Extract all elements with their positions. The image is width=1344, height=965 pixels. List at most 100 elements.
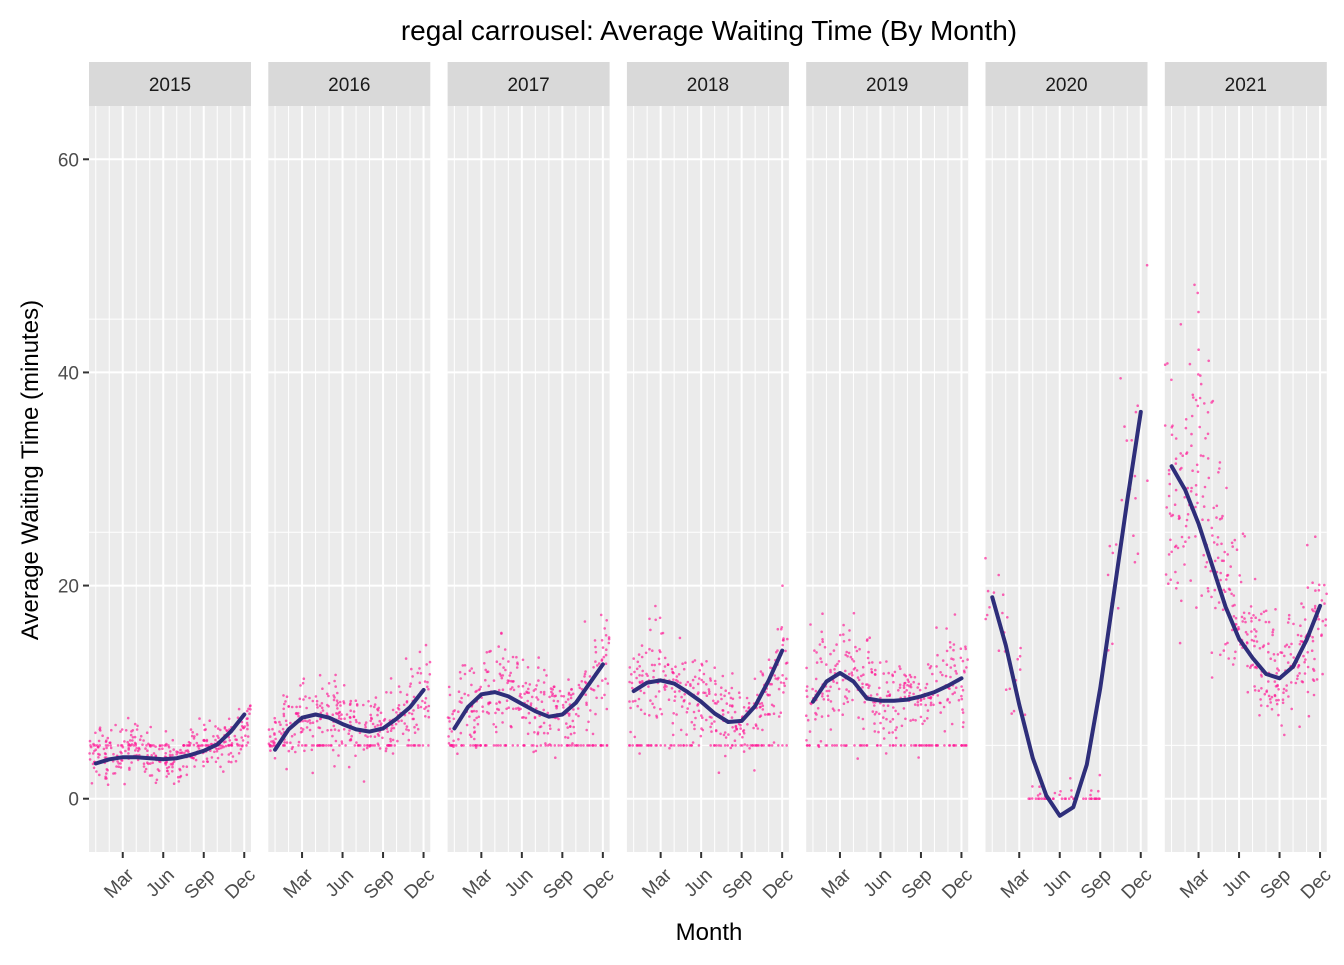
data-point bbox=[1271, 628, 1275, 631]
data-point bbox=[878, 712, 881, 716]
data-point bbox=[364, 723, 367, 727]
data-point bbox=[109, 746, 113, 750]
data-point bbox=[397, 685, 401, 688]
data-point bbox=[355, 703, 359, 706]
data-point bbox=[894, 744, 897, 747]
data-point bbox=[517, 706, 520, 710]
data-point bbox=[128, 739, 132, 742]
data-point bbox=[832, 680, 835, 683]
data-point bbox=[421, 699, 424, 703]
data-point bbox=[427, 687, 430, 691]
data-point bbox=[1262, 610, 1266, 614]
data-point bbox=[516, 662, 519, 666]
data-point bbox=[583, 672, 587, 676]
data-point bbox=[412, 744, 415, 747]
data-point bbox=[1206, 457, 1210, 460]
data-point bbox=[954, 669, 957, 673]
data-point bbox=[1010, 712, 1013, 715]
data-point bbox=[1270, 695, 1274, 699]
data-point bbox=[659, 707, 662, 711]
data-point bbox=[1206, 432, 1210, 436]
data-point bbox=[1252, 639, 1256, 643]
facet-strip bbox=[89, 62, 251, 106]
data-point bbox=[852, 611, 856, 615]
data-point bbox=[521, 658, 525, 662]
data-point bbox=[284, 719, 288, 723]
data-point bbox=[813, 649, 816, 652]
data-point bbox=[560, 744, 563, 747]
data-point bbox=[446, 716, 450, 719]
data-point bbox=[426, 709, 430, 713]
data-point bbox=[856, 757, 859, 760]
data-point bbox=[1210, 595, 1213, 599]
data-point bbox=[733, 729, 736, 733]
data-point bbox=[658, 616, 662, 620]
data-point bbox=[390, 744, 393, 747]
data-point bbox=[654, 695, 658, 698]
data-point bbox=[591, 744, 594, 747]
data-point bbox=[343, 717, 346, 720]
data-point bbox=[1006, 616, 1009, 619]
data-point bbox=[1175, 587, 1178, 590]
data-point bbox=[1184, 524, 1188, 528]
data-point bbox=[1197, 310, 1200, 314]
data-point bbox=[172, 748, 175, 751]
data-point bbox=[1209, 569, 1212, 573]
data-point bbox=[184, 749, 188, 753]
data-point bbox=[500, 676, 504, 680]
data-point bbox=[1233, 538, 1237, 542]
data-point bbox=[528, 683, 532, 686]
data-point bbox=[134, 749, 137, 752]
data-point bbox=[821, 695, 824, 698]
data-point bbox=[814, 711, 817, 715]
data-point bbox=[638, 752, 641, 755]
data-point bbox=[630, 673, 633, 676]
data-point bbox=[908, 673, 912, 677]
data-point bbox=[238, 744, 241, 747]
data-point bbox=[829, 670, 832, 674]
data-point bbox=[561, 703, 565, 707]
data-point bbox=[688, 702, 691, 705]
data-point bbox=[334, 673, 337, 677]
data-point bbox=[908, 684, 911, 688]
data-point bbox=[726, 744, 729, 747]
data-point bbox=[249, 704, 252, 707]
data-point bbox=[246, 741, 250, 744]
data-point bbox=[283, 702, 286, 706]
data-point bbox=[821, 612, 824, 615]
data-point bbox=[585, 728, 588, 732]
data-point bbox=[205, 739, 209, 743]
data-point bbox=[1297, 664, 1301, 667]
data-point bbox=[914, 719, 917, 722]
data-point bbox=[959, 647, 963, 650]
data-point bbox=[340, 713, 343, 716]
data-point bbox=[1052, 797, 1055, 800]
data-point bbox=[842, 640, 846, 643]
data-point bbox=[377, 706, 381, 710]
data-point bbox=[1277, 688, 1280, 691]
data-point bbox=[709, 679, 712, 682]
data-point bbox=[894, 736, 898, 740]
data-point bbox=[673, 699, 676, 702]
data-point bbox=[661, 631, 665, 635]
data-point bbox=[763, 713, 767, 716]
data-point bbox=[371, 722, 375, 726]
data-point bbox=[363, 744, 366, 747]
data-point bbox=[460, 701, 463, 704]
data-point bbox=[650, 744, 653, 747]
data-point bbox=[527, 711, 531, 715]
data-point bbox=[336, 707, 339, 710]
data-point bbox=[1299, 634, 1303, 638]
data-point bbox=[1232, 594, 1236, 597]
data-point bbox=[1307, 714, 1311, 718]
data-point bbox=[221, 744, 224, 748]
data-point bbox=[457, 710, 460, 713]
data-point bbox=[594, 660, 597, 663]
data-point bbox=[373, 703, 377, 706]
panel-background bbox=[1164, 106, 1327, 852]
data-point bbox=[941, 659, 945, 662]
data-point bbox=[103, 756, 107, 759]
data-point bbox=[138, 738, 142, 741]
data-point bbox=[742, 729, 746, 732]
data-point bbox=[1280, 651, 1284, 654]
